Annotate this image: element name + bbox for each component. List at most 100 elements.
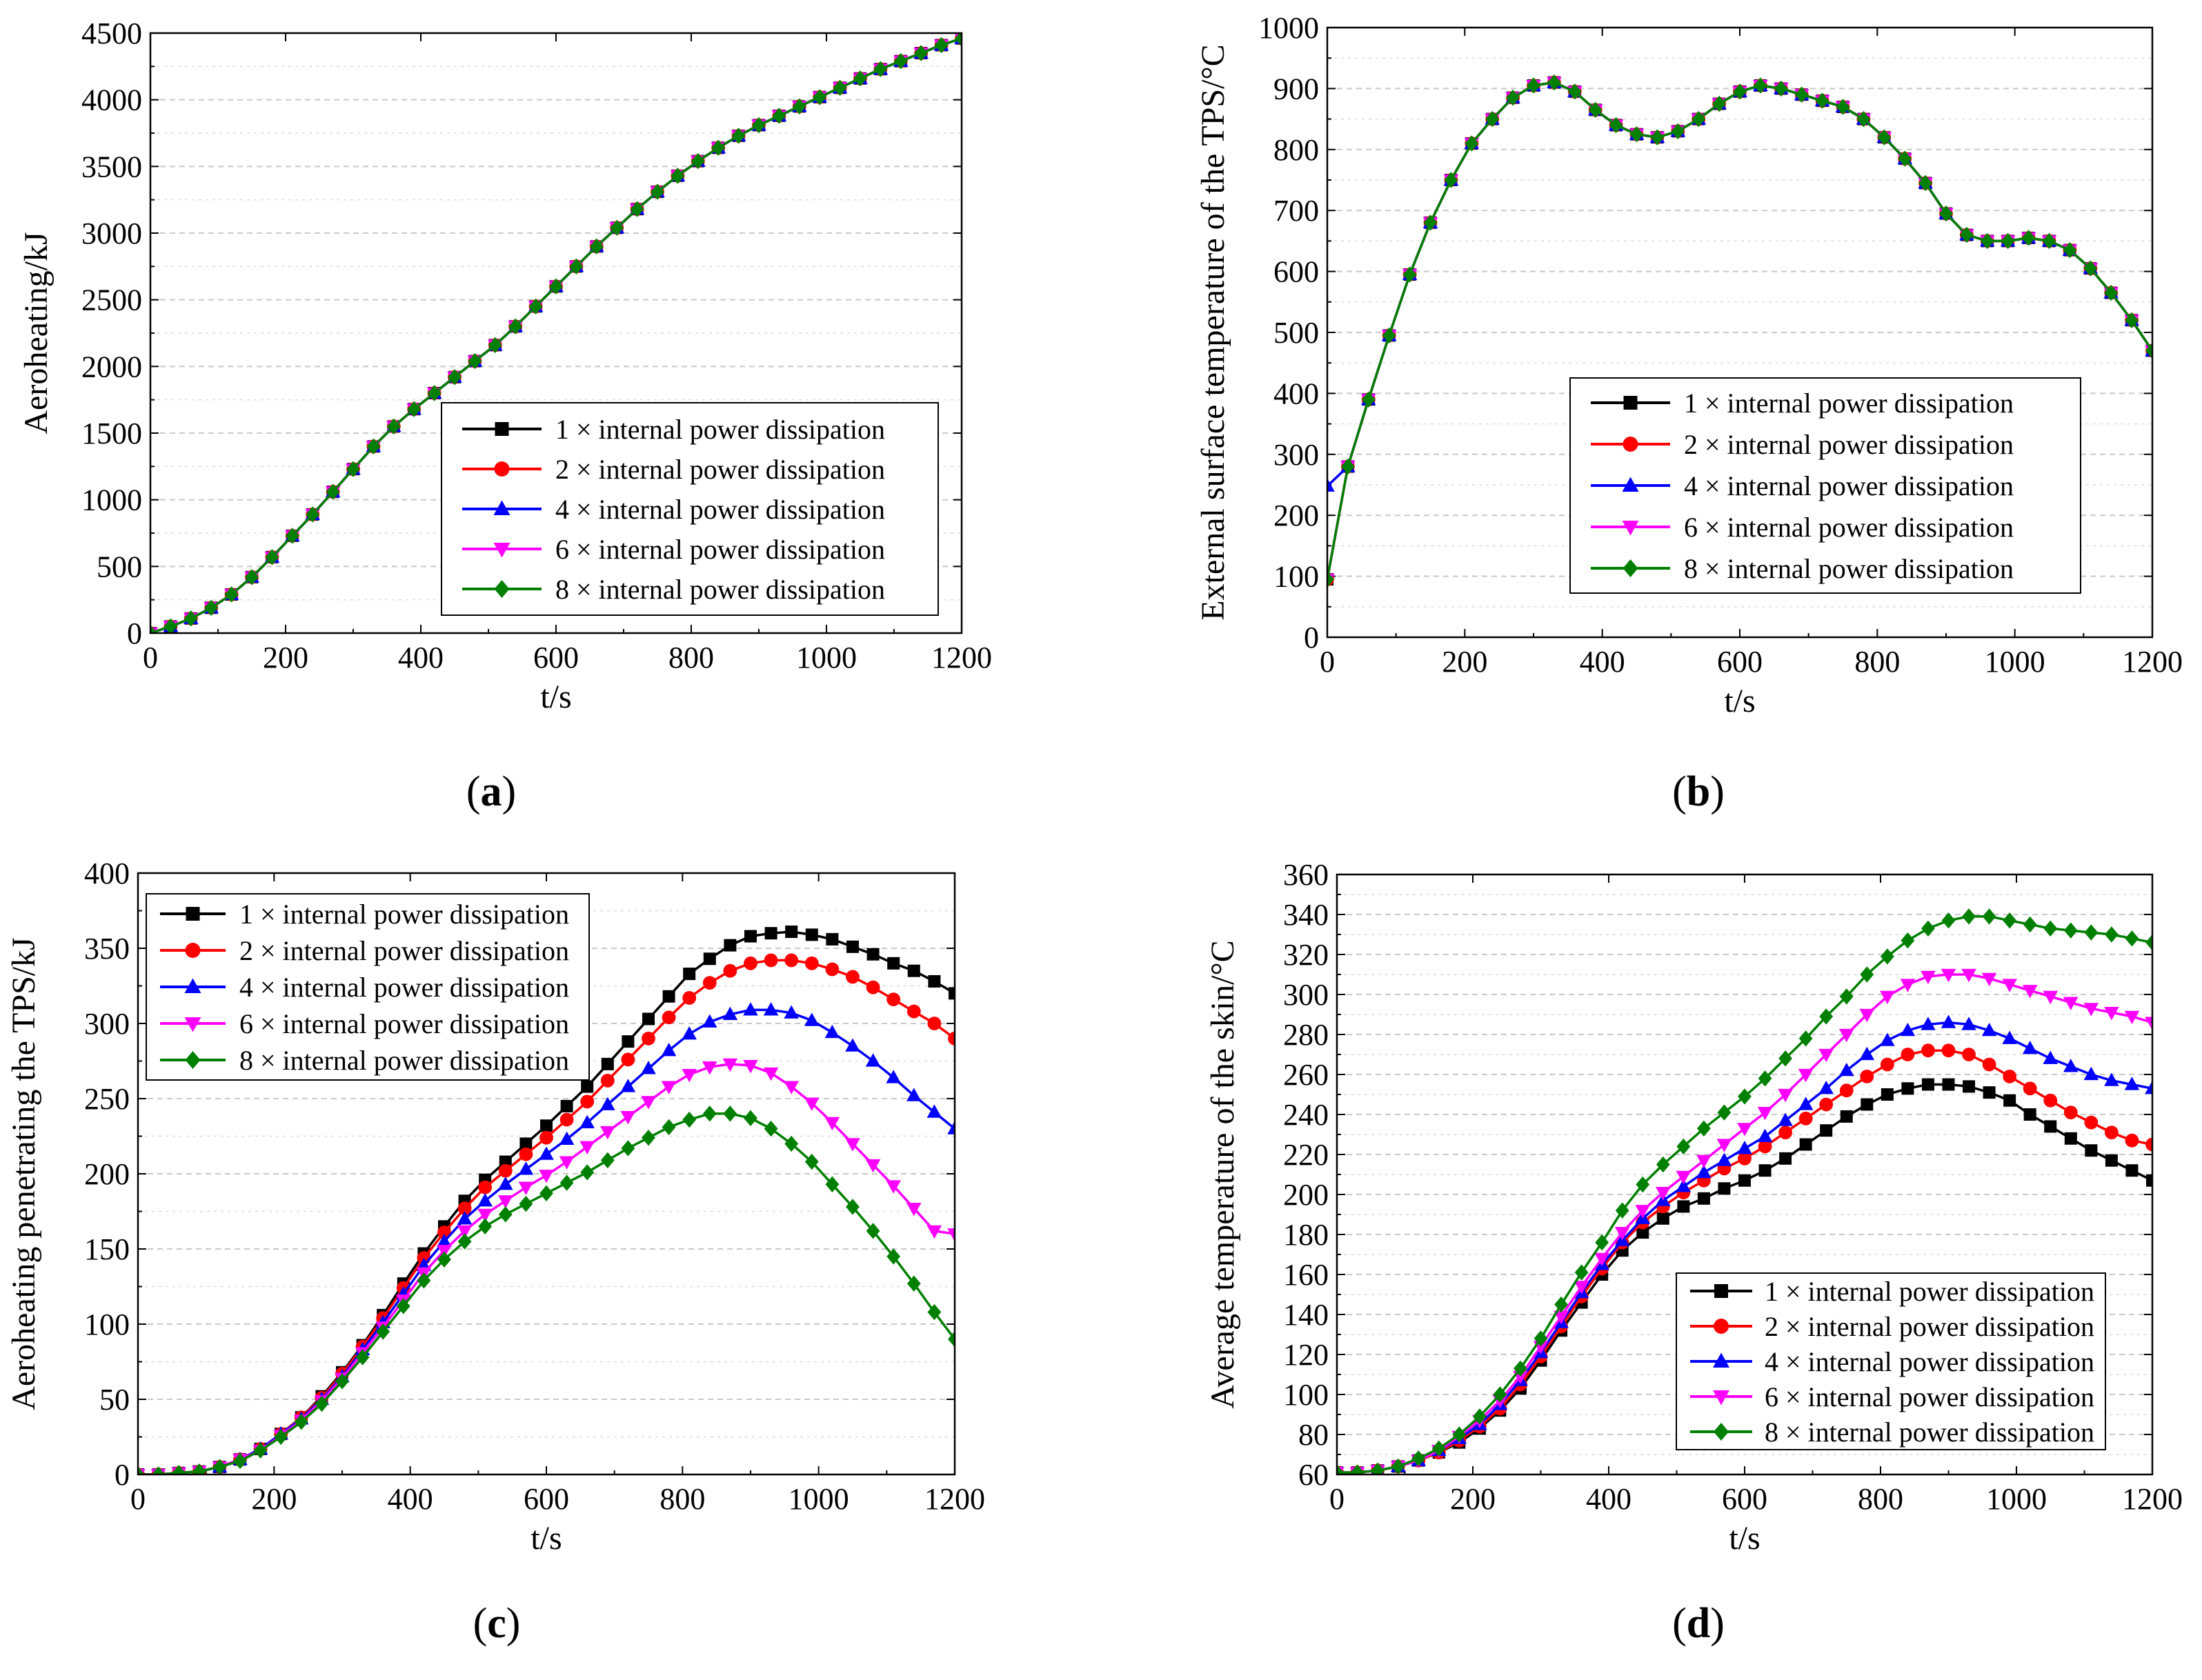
data-point [1960,226,1974,243]
data-point [2083,1066,2099,1081]
series-4 [1337,968,2152,1474]
data-point [2063,997,2079,1010]
y-tick-label: 2000 [81,350,142,383]
x-axis-label: t/s [1729,1520,1760,1557]
data-point [1840,1110,1853,1123]
y-axis-label: Aeroheating/kJ [18,232,54,434]
panel-a-chart: 0 500 1000 1500 2000 2500 3000 3500 4000 4500 0 200… [18,17,992,815]
data-point [804,1012,820,1026]
caption-paren: ) [502,768,517,815]
x-tick-label: 1000 [788,1482,849,1516]
x-tick-label: 600 [1717,645,1763,679]
data-point [2003,1070,2017,1083]
data-point [2104,1072,2119,1086]
legend-marker [1713,1352,1729,1368]
data-point [947,1121,955,1134]
data-point [1431,1440,1446,1457]
data-point [233,1452,247,1470]
data-point [1615,1202,1629,1219]
data-point [886,1180,901,1194]
data-point [1738,1174,1751,1187]
data-point [722,1058,738,1072]
plot-frame [137,872,956,1476]
data-point [702,976,717,990]
data-point [518,1181,534,1195]
data-point [1472,1408,1487,1425]
data-point [641,1096,656,1110]
data-point [245,569,259,586]
legend-label: 8 × internal power dissipation [1684,553,2014,584]
panel-caption: (c) [473,1600,521,1647]
data-point [947,1228,955,1242]
data-point [804,1153,819,1170]
data-point [642,1012,655,1026]
data-point [253,1442,268,1459]
legend-marker [493,500,510,515]
data-point [2085,1144,2098,1157]
data-point [1798,1030,1813,1047]
data-point [1361,391,1376,408]
data-point [928,974,941,988]
data-point [437,1251,451,1268]
data-point [212,1459,227,1474]
legend-marker [1623,559,1638,577]
plot-frame [1336,873,2154,1476]
data-point [2083,1003,2099,1017]
data-point [1981,1022,1997,1037]
data-point [1757,1107,1773,1121]
x-tick-label: 600 [533,641,579,674]
data-point [1423,214,1438,231]
legend-label: 4 × internal power dissipation [239,972,569,1003]
x-tick-label: 0 [1329,1482,1345,1516]
legend-marker [1623,437,1638,452]
data-point [955,33,962,47]
data-point [661,1042,677,1057]
legend-marker [1622,521,1639,536]
x-tick-label: 0 [1320,645,1335,679]
x-axis-label: t/s [1724,683,1755,719]
data-point [508,318,523,335]
legend-marker [1713,1390,1729,1406]
data-point [1636,1226,1649,1239]
data-point [2124,1010,2140,1025]
data-point [478,1180,493,1194]
data-point [1738,1088,1752,1105]
data-point [1636,1176,1650,1193]
data-point [151,1466,166,1474]
axis-ticks: 60 80 100 120 140 160 180 200 220 240 260 280 300 320… [1283,858,2183,1516]
data-point [539,1130,553,1145]
legend-item: 4 × internal power dissipation [462,494,885,525]
caption-letter: c [487,1600,506,1647]
data-point [948,1031,955,1046]
panel-caption: (a) [466,768,516,815]
panel-caption: (b) [1672,768,1725,815]
data-point [764,1120,778,1137]
data-point [743,1059,758,1074]
data-point [1716,1152,1732,1166]
legend: 1 × internal power dissipation 2 × intern… [146,893,590,1081]
data-point [813,89,827,106]
x-tick-label: 200 [1442,645,1487,679]
data-point [671,168,685,184]
data-point [825,1176,840,1192]
data-point [2002,979,2017,992]
data-point [477,1192,493,1207]
data-point [1697,1192,1710,1205]
x-tick-label: 600 [524,1482,569,1516]
data-point [539,1185,553,1202]
axis-ticks: 0 500 1000 1500 2000 2500 3000 3500 4000 4500 0 200… [81,17,992,674]
data-point [1798,1097,1814,1110]
data-point [376,1323,390,1340]
x-tick-label: 200 [263,641,308,674]
y-tick-label: 0 [1304,621,1319,654]
data-point [662,990,675,1003]
y-axis-label: Average temperature of the skin/°C [1204,940,1241,1408]
y-tick-label: 200 [1273,499,1319,532]
y-tick-label: 500 [97,550,142,583]
data-point [539,1170,554,1183]
data-point [1692,110,1706,128]
data-point [1838,1028,1854,1043]
data-point [722,1006,738,1021]
data-point [1574,1264,1589,1281]
x-tick-label: 1200 [931,641,992,674]
